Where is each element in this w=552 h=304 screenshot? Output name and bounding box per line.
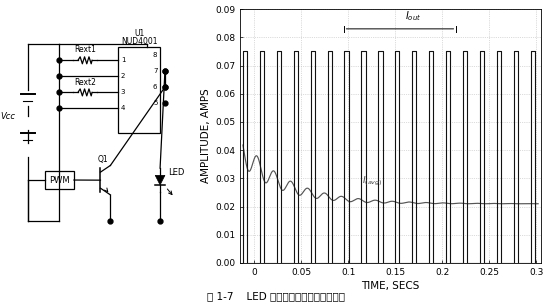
Text: LED: LED bbox=[168, 168, 184, 177]
Bar bbox=[45, 171, 74, 189]
X-axis label: TIME, SECS: TIME, SECS bbox=[362, 281, 420, 291]
Text: 2: 2 bbox=[121, 73, 125, 79]
Text: 4: 4 bbox=[121, 105, 125, 112]
Text: $I_{out}$: $I_{out}$ bbox=[405, 9, 421, 23]
Text: $I_{(avg)}$: $I_{(avg)}$ bbox=[362, 174, 383, 188]
Text: U1: U1 bbox=[134, 29, 144, 38]
Text: Vcc: Vcc bbox=[1, 112, 15, 121]
Text: 7: 7 bbox=[153, 68, 157, 74]
Text: Rext1: Rext1 bbox=[74, 45, 96, 54]
Bar bbox=[118, 47, 160, 133]
Text: 8: 8 bbox=[153, 52, 157, 58]
Text: Q1: Q1 bbox=[97, 155, 108, 164]
Text: 3: 3 bbox=[121, 89, 125, 95]
Text: 1: 1 bbox=[121, 57, 125, 63]
Text: 5: 5 bbox=[153, 100, 157, 106]
Text: 图 1-7    LED 脉冲驱动电路与其电流波形: 图 1-7 LED 脉冲驱动电路与其电流波形 bbox=[207, 291, 345, 301]
Text: NUD4001: NUD4001 bbox=[121, 36, 157, 46]
Text: Rext2: Rext2 bbox=[74, 78, 96, 87]
Y-axis label: AMPLITUDE, AMPS: AMPLITUDE, AMPS bbox=[201, 89, 211, 183]
Text: 6: 6 bbox=[153, 84, 157, 90]
Polygon shape bbox=[155, 175, 165, 185]
Text: PWM: PWM bbox=[49, 175, 70, 185]
